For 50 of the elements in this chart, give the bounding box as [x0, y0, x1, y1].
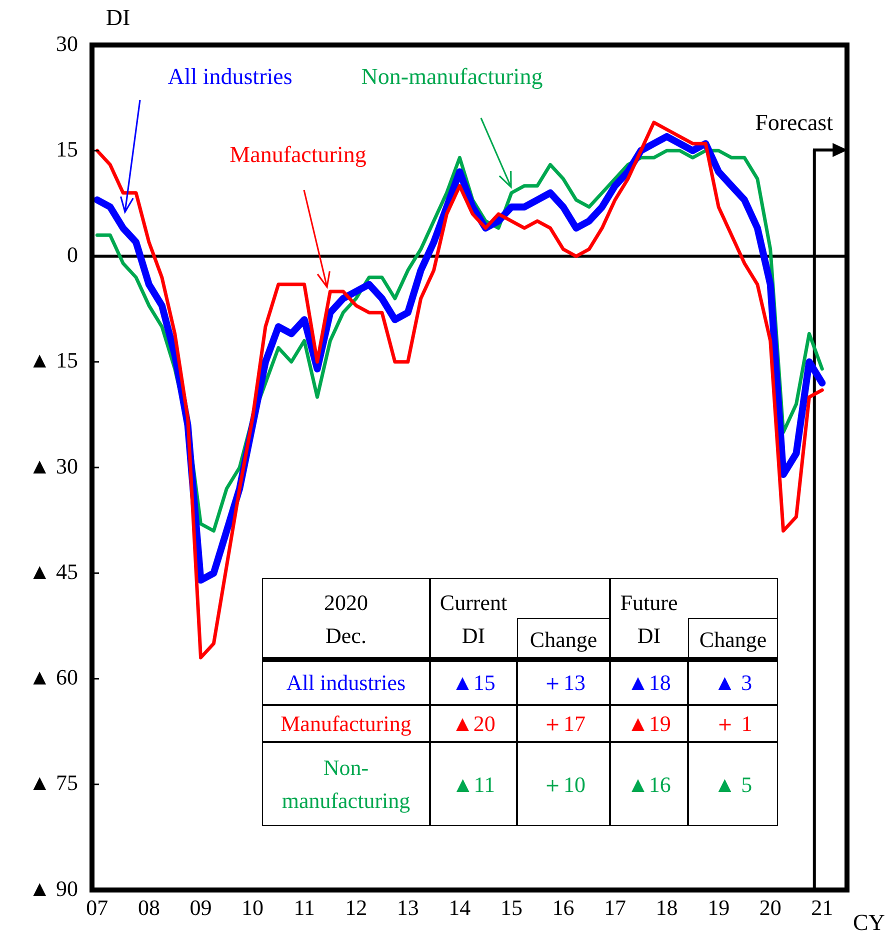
x-tick-label: 19: [708, 894, 730, 920]
y-axis-title: DI: [106, 5, 130, 30]
x-tick-label: 11: [294, 894, 315, 920]
annotation: All industries: [262, 660, 430, 705]
y-tick-label: ▲ 45: [28, 558, 78, 584]
x-tick-label: 14: [448, 894, 471, 920]
text: Non-manufacturing: [361, 64, 543, 90]
x-tick-label: 13: [396, 894, 419, 920]
annotation: Manufacturing: [262, 705, 430, 742]
annotation: Change: [517, 618, 610, 660]
x-tick-label: 10: [242, 894, 264, 920]
x-tick-label: 07: [86, 894, 108, 920]
x-tick-label: 08: [138, 894, 160, 920]
y-tick-label: ▲ 90: [28, 876, 78, 901]
annotation: Change: [688, 618, 778, 660]
x-tick-label: 09: [190, 894, 212, 920]
y-tick-label: ▲ 15: [28, 348, 78, 373]
x-tick-label: 21: [811, 894, 834, 920]
text: All industries: [168, 64, 292, 90]
annotation: ▲11: [430, 742, 517, 826]
annotation: ▲18: [610, 660, 688, 705]
y-tick-label: 0: [67, 242, 78, 268]
y-tick-label: ▲ 30: [28, 453, 78, 478]
x-tick-label: 12: [345, 894, 368, 920]
text: Manufacturing: [230, 142, 366, 168]
annotation: ▲ 5: [688, 742, 778, 826]
x-tick-label: 15: [500, 894, 522, 920]
annotation: ＋13: [517, 660, 610, 705]
y-tick-label: 30: [56, 30, 78, 56]
annotation: ＋10: [517, 742, 610, 826]
annotation: ▲16: [610, 742, 688, 826]
annotation: ▲15: [430, 660, 517, 705]
x-tick-label: 16: [552, 894, 574, 920]
annotation: ▲ 3: [688, 660, 778, 705]
x-tick-label: 17: [604, 894, 626, 920]
y-tick-label: ▲ 60: [28, 664, 78, 690]
annotation: Future DI: [619, 589, 679, 650]
annotation: 2020 Dec.: [262, 578, 430, 660]
annotation: ▲19: [610, 705, 688, 742]
annotation: Non- manufacturing: [262, 742, 430, 826]
annotation: Current DI: [438, 589, 508, 650]
y-tick-label: ▲ 75: [28, 770, 78, 796]
annotation: ＋17: [517, 705, 610, 742]
x-tick-label: 18: [656, 894, 678, 920]
annotation: ＋ 1: [688, 705, 778, 742]
y-tick-label: 15: [56, 136, 78, 162]
annotation: ▲20: [430, 705, 517, 742]
ref-line-label: Forecast: [755, 110, 834, 135]
x-tick-label: 20: [759, 894, 782, 920]
x-axis-title: CY: [853, 910, 886, 935]
